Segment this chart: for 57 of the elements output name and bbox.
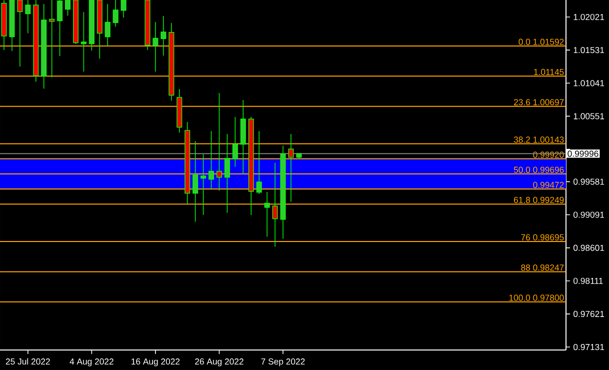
candlestick: [160, 16, 166, 56]
ref-line-label: 1.01145: [534, 68, 564, 76]
candlestick: [72, 0, 79, 44]
candlestick: [288, 134, 294, 202]
y-tick-label: 1.00551: [574, 113, 604, 120]
candlestick: [224, 134, 230, 214]
y-tick-label: 1.02021: [574, 14, 604, 20]
x-tick-label: 25 Jul 2022: [6, 358, 50, 365]
candlestick: [168, 22, 174, 102]
candlestick: [272, 162, 278, 248]
ref-line-label: 0.99472: [533, 182, 564, 188]
y-tick-label: 1.01531: [574, 47, 604, 54]
candlestick: [120, 0, 126, 18]
candlestick: [256, 130, 262, 194]
candlestick: [9, 0, 15, 52]
y-tick-label: 0.98601: [573, 244, 604, 251]
y-tick-label: 0.97131: [573, 344, 604, 350]
ref-line-label: 38.2 1.00143: [514, 136, 564, 143]
text: 0.99996: [568, 150, 598, 157]
candlestick: [192, 140, 198, 222]
ref-line-label: 50.0 0.99696: [514, 166, 564, 173]
y-tick-label: 0.97621: [573, 310, 604, 318]
ref-line-label: 100.0 0.97800: [509, 294, 564, 301]
ref-line-label: 76 0.98695: [521, 234, 564, 240]
candlestick: [280, 145, 286, 240]
candlestick: [65, 0, 71, 16]
candlestick: [232, 116, 238, 168]
candlestick: [176, 88, 182, 134]
ref-line-label: 23.6 1.00697: [514, 99, 564, 106]
x-tick-label: 16 Aug 2022: [132, 358, 180, 366]
candlestick: [264, 192, 270, 238]
candlestick: [296, 153, 302, 160]
ref-line-label: 0.0 1.01592: [518, 38, 564, 45]
x-tick-label: 26 Aug 2022: [195, 358, 244, 366]
candlestick: [144, 0, 150, 50]
y-tick-label: 0.98111: [573, 278, 603, 284]
candlestick: [41, 4, 47, 90]
x-tick-label: 7 Sep 2022: [261, 358, 305, 366]
y-tick-label: 1.01041: [574, 80, 604, 86]
x-tick-label: 4 Aug 2022: [70, 358, 114, 366]
candlestick: [184, 122, 190, 204]
candlestick: [33, 0, 39, 82]
ref-line-label: 61.8 0.99249: [514, 196, 564, 204]
y-tick-label: 0.99091: [573, 212, 604, 218]
ref-line-label: 88 0.98247: [521, 264, 564, 271]
candlestick: [152, 22, 158, 72]
candlestick: [240, 100, 246, 174]
candlestick: [248, 116, 254, 216]
candlestick: [25, 0, 31, 34]
candlestick: [1, 0, 7, 50]
y-tick-label: 0.99581: [573, 178, 604, 185]
candlestick: [104, 4, 110, 46]
candlestick: [17, 0, 23, 68]
candlestick: [96, 0, 102, 60]
candlestick: [88, 0, 94, 52]
candlestick: [57, 0, 63, 56]
candlestick: [112, 0, 118, 28]
